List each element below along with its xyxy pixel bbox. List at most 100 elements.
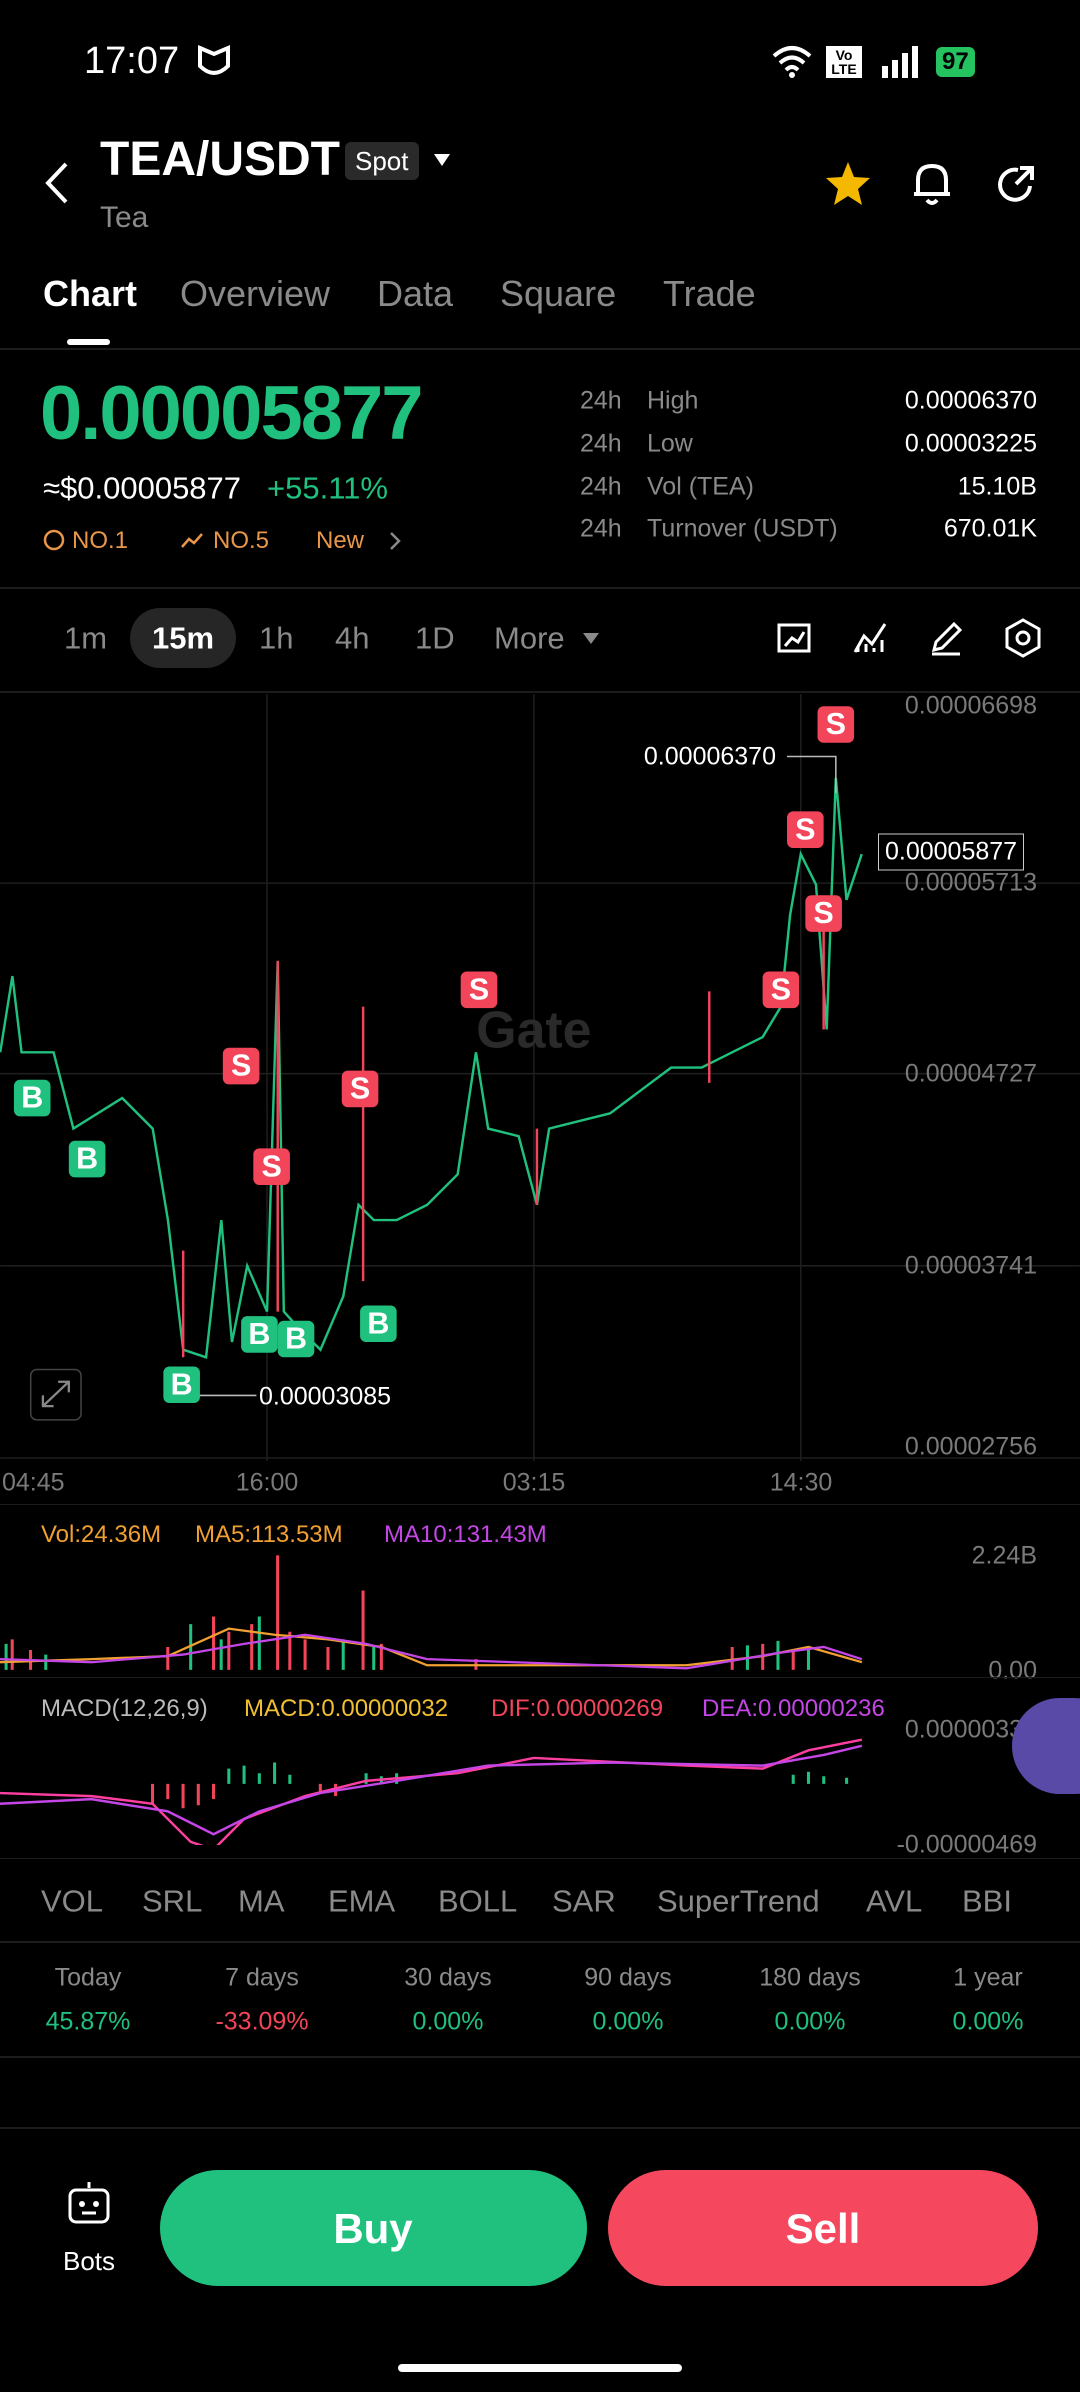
sell-marker: S (771, 972, 791, 1006)
stat-period: 24h (580, 386, 622, 415)
divider (0, 2127, 1080, 2129)
period-change: 0.00% (592, 2007, 664, 2036)
period-label: Today (54, 1963, 122, 1992)
indicator-tab[interactable]: MA (238, 1883, 285, 1919)
market-dropdown[interactable] (432, 152, 452, 168)
indicator-tab[interactable]: BBI (962, 1883, 1012, 1919)
interval-selected-bg (130, 608, 236, 668)
trend-badge[interactable]: NO.5 (213, 527, 270, 554)
indicator-tab[interactable]: VOL (41, 1883, 104, 1919)
rank-icon (43, 529, 65, 551)
macd-axis-label: -0.00000469 (896, 1830, 1037, 1859)
period-change: 0.00% (774, 2007, 846, 2036)
favorite-star[interactable] (824, 160, 872, 206)
stat-label: Low (647, 429, 693, 458)
interval[interactable]: 1h (259, 620, 294, 656)
draw-button[interactable] (928, 620, 964, 656)
period-change: 0.00% (412, 2007, 484, 2036)
sell-markers: S S S S S S S S (222, 706, 855, 1186)
buy-label[interactable]: Buy (333, 2205, 413, 2252)
bots-icon[interactable] (66, 2180, 112, 2226)
high-marker: 0.00006370 (643, 742, 776, 771)
wifi-icon (772, 46, 812, 78)
y-axis-label: 0.00006698 (904, 691, 1037, 720)
buy-marker: B (367, 1306, 389, 1340)
divider (0, 1677, 1080, 1678)
interval-more[interactable]: More (494, 620, 565, 656)
indicator-tab[interactable]: AVL (866, 1883, 923, 1919)
indicator-tab[interactable]: SRL (142, 1883, 203, 1919)
pair-title: TEA/USDT (100, 133, 340, 186)
bots-label[interactable]: Bots (62, 2246, 116, 2276)
stat-value: 15.10B (957, 472, 1037, 501)
tab[interactable]: Data (377, 273, 454, 314)
x-axis-label: 16:00 (235, 1468, 299, 1497)
indicator-tab[interactable]: BOLL (438, 1883, 518, 1919)
interval[interactable]: 1D (415, 620, 455, 656)
stat-label: Vol (TEA) (647, 472, 754, 501)
period-label: 1 year (953, 1963, 1023, 1992)
market-badge[interactable]: Spot (345, 142, 419, 180)
macd-legend: MACD(12,26,9) (41, 1695, 208, 1722)
tab[interactable]: Chart (43, 273, 138, 314)
divider (0, 691, 1080, 693)
ma5-legend: MA5:113.53M (195, 1521, 343, 1548)
price-chart: Gate S S S S S S S S B B B B B B (0, 694, 1080, 1461)
interval[interactable]: 4h (335, 620, 370, 656)
tab[interactable]: Trade (663, 273, 756, 314)
y-axis-label: 0.00003741 (904, 1251, 1037, 1280)
floating-assistant[interactable] (1012, 1698, 1080, 1794)
dif-value: DIF:0.00000269 (491, 1695, 664, 1722)
battery: 97 (936, 47, 975, 77)
indicator-tab[interactable]: SuperTrend (657, 1883, 820, 1919)
sell-marker: S (231, 1049, 251, 1083)
sell-button[interactable] (608, 2170, 1038, 2286)
sell-label[interactable]: Sell (785, 2205, 861, 2252)
tab-underline (67, 339, 110, 345)
tab[interactable]: Square (500, 273, 617, 314)
tab[interactable]: Overview (180, 273, 331, 314)
y-axis-label: 0.00002756 (904, 1432, 1037, 1461)
settings-button[interactable] (1004, 618, 1042, 658)
sell-marker: S (261, 1149, 281, 1183)
buy-marker: B (171, 1367, 193, 1401)
chart-type-button[interactable] (776, 620, 812, 656)
buy-marker: B (76, 1142, 98, 1176)
period-label: 7 days (225, 1963, 299, 1992)
indicator-button[interactable] (852, 620, 888, 656)
x-axis-label: 04:45 (2, 1468, 65, 1497)
back-button[interactable] (42, 160, 72, 206)
last-price: 0.00005877 (40, 371, 424, 456)
sell-marker: S (469, 972, 489, 1006)
more-dropdown (583, 633, 599, 644)
sell-marker: S (826, 707, 846, 741)
new-badge[interactable]: New (316, 527, 365, 554)
share-button[interactable] (994, 162, 1038, 206)
stat-period: 24h (580, 514, 622, 543)
trend-icon (181, 533, 203, 548)
y-axis-label: 0.00004727 (904, 1059, 1037, 1088)
period-change: 0.00% (952, 2007, 1024, 2036)
rank-badge[interactable]: NO.1 (72, 527, 129, 554)
alert-bell[interactable] (910, 160, 954, 208)
sell-marker: S (795, 812, 815, 846)
indicator-tab[interactable]: EMA (328, 1883, 396, 1919)
buy-button[interactable] (160, 2170, 587, 2286)
interval[interactable]: 15m (151, 620, 215, 656)
period-change: -33.09% (215, 2007, 309, 2036)
x-axis-label: 03:15 (502, 1468, 566, 1497)
stat-period: 24h (580, 472, 622, 501)
current-price-label: 0.00005877 (878, 833, 1025, 871)
buy-marker: B (248, 1317, 270, 1351)
sell-marker: S (813, 896, 833, 930)
indicator-tab[interactable]: SAR (552, 1883, 616, 1919)
interval[interactable]: 1m (64, 620, 108, 656)
stat-period: 24h (580, 429, 622, 458)
period-label: 90 days (584, 1963, 672, 1992)
buy-marker: B (21, 1081, 43, 1115)
usd-price: ≈$0.00005877 (43, 470, 242, 506)
dea-value: DEA:0.00000236 (702, 1695, 885, 1722)
macd-value: MACD:0.00000032 (244, 1695, 449, 1722)
y-axis-label: 0.00005713 (904, 868, 1037, 897)
